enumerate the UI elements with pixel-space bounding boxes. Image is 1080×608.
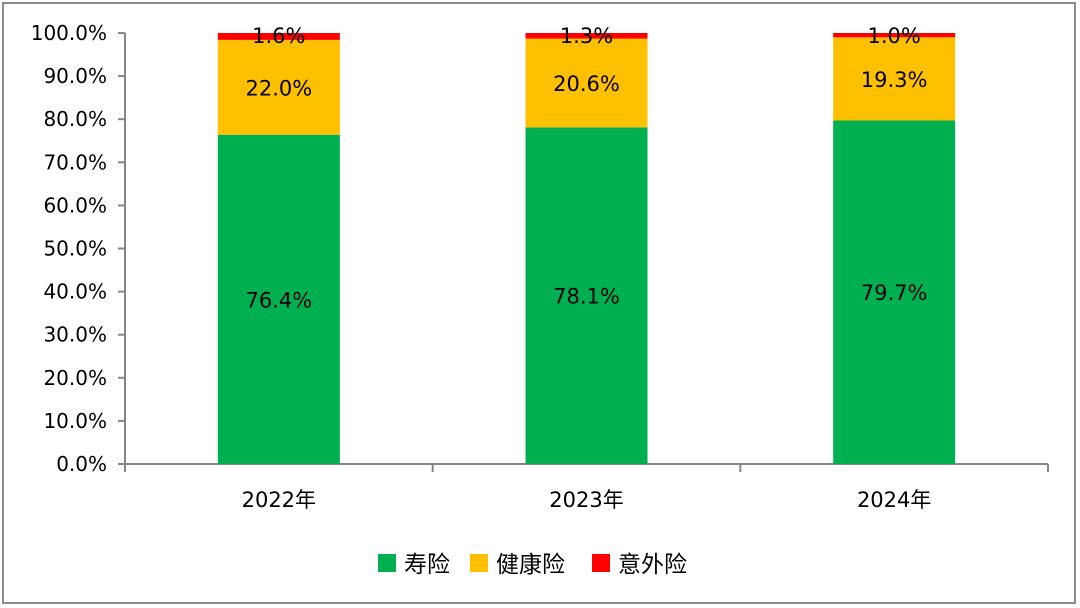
y-tick-label: 20.0%: [43, 366, 107, 390]
y-tick-label: 70.0%: [43, 150, 107, 174]
x-tick-label: 2024年: [857, 488, 931, 512]
bar-segment-1: [217, 39, 340, 135]
y-tick-label: 50.0%: [43, 237, 107, 261]
legend-swatch-0: [378, 554, 396, 572]
data-label: 19.3%: [861, 68, 928, 92]
y-tick-label: 10.0%: [43, 409, 107, 433]
x-tick-label: 2023年: [549, 488, 623, 512]
data-label: 1.3%: [560, 24, 613, 48]
legend-label: 健康险: [496, 552, 565, 578]
bar-segment-0: [525, 127, 648, 464]
y-tick-label: 40.0%: [43, 280, 107, 304]
y-tick-label: 0.0%: [56, 452, 107, 476]
y-tick-label: 80.0%: [43, 107, 107, 131]
y-tick-label: 60.0%: [43, 193, 107, 217]
legend-swatch-1: [470, 554, 488, 572]
data-label: 20.6%: [553, 72, 620, 96]
bar-segment-0: [217, 134, 340, 464]
y-tick-label: 30.0%: [43, 323, 107, 347]
bar-segment-1: [525, 38, 648, 128]
y-tick-label: 90.0%: [43, 64, 107, 88]
legend-label: 寿险: [404, 552, 450, 578]
x-tick-label: 2022年: [242, 488, 316, 512]
data-label: 1.0%: [867, 24, 920, 48]
bar-segment-1: [833, 37, 956, 121]
legend-label: 意外险: [618, 552, 687, 578]
bar-segment-0: [833, 120, 956, 465]
bar-segment-2: [525, 33, 648, 39]
data-label: 76.4%: [245, 288, 312, 312]
data-label: 78.1%: [553, 285, 620, 309]
data-label: 22.0%: [245, 76, 312, 100]
data-label: 79.7%: [861, 281, 928, 305]
bar-segment-2: [217, 33, 340, 40]
legend-swatch-2: [592, 554, 610, 572]
y-tick-label: 100.0%: [31, 21, 107, 45]
data-label: 1.6%: [252, 24, 305, 48]
bar-segment-2: [833, 33, 956, 38]
